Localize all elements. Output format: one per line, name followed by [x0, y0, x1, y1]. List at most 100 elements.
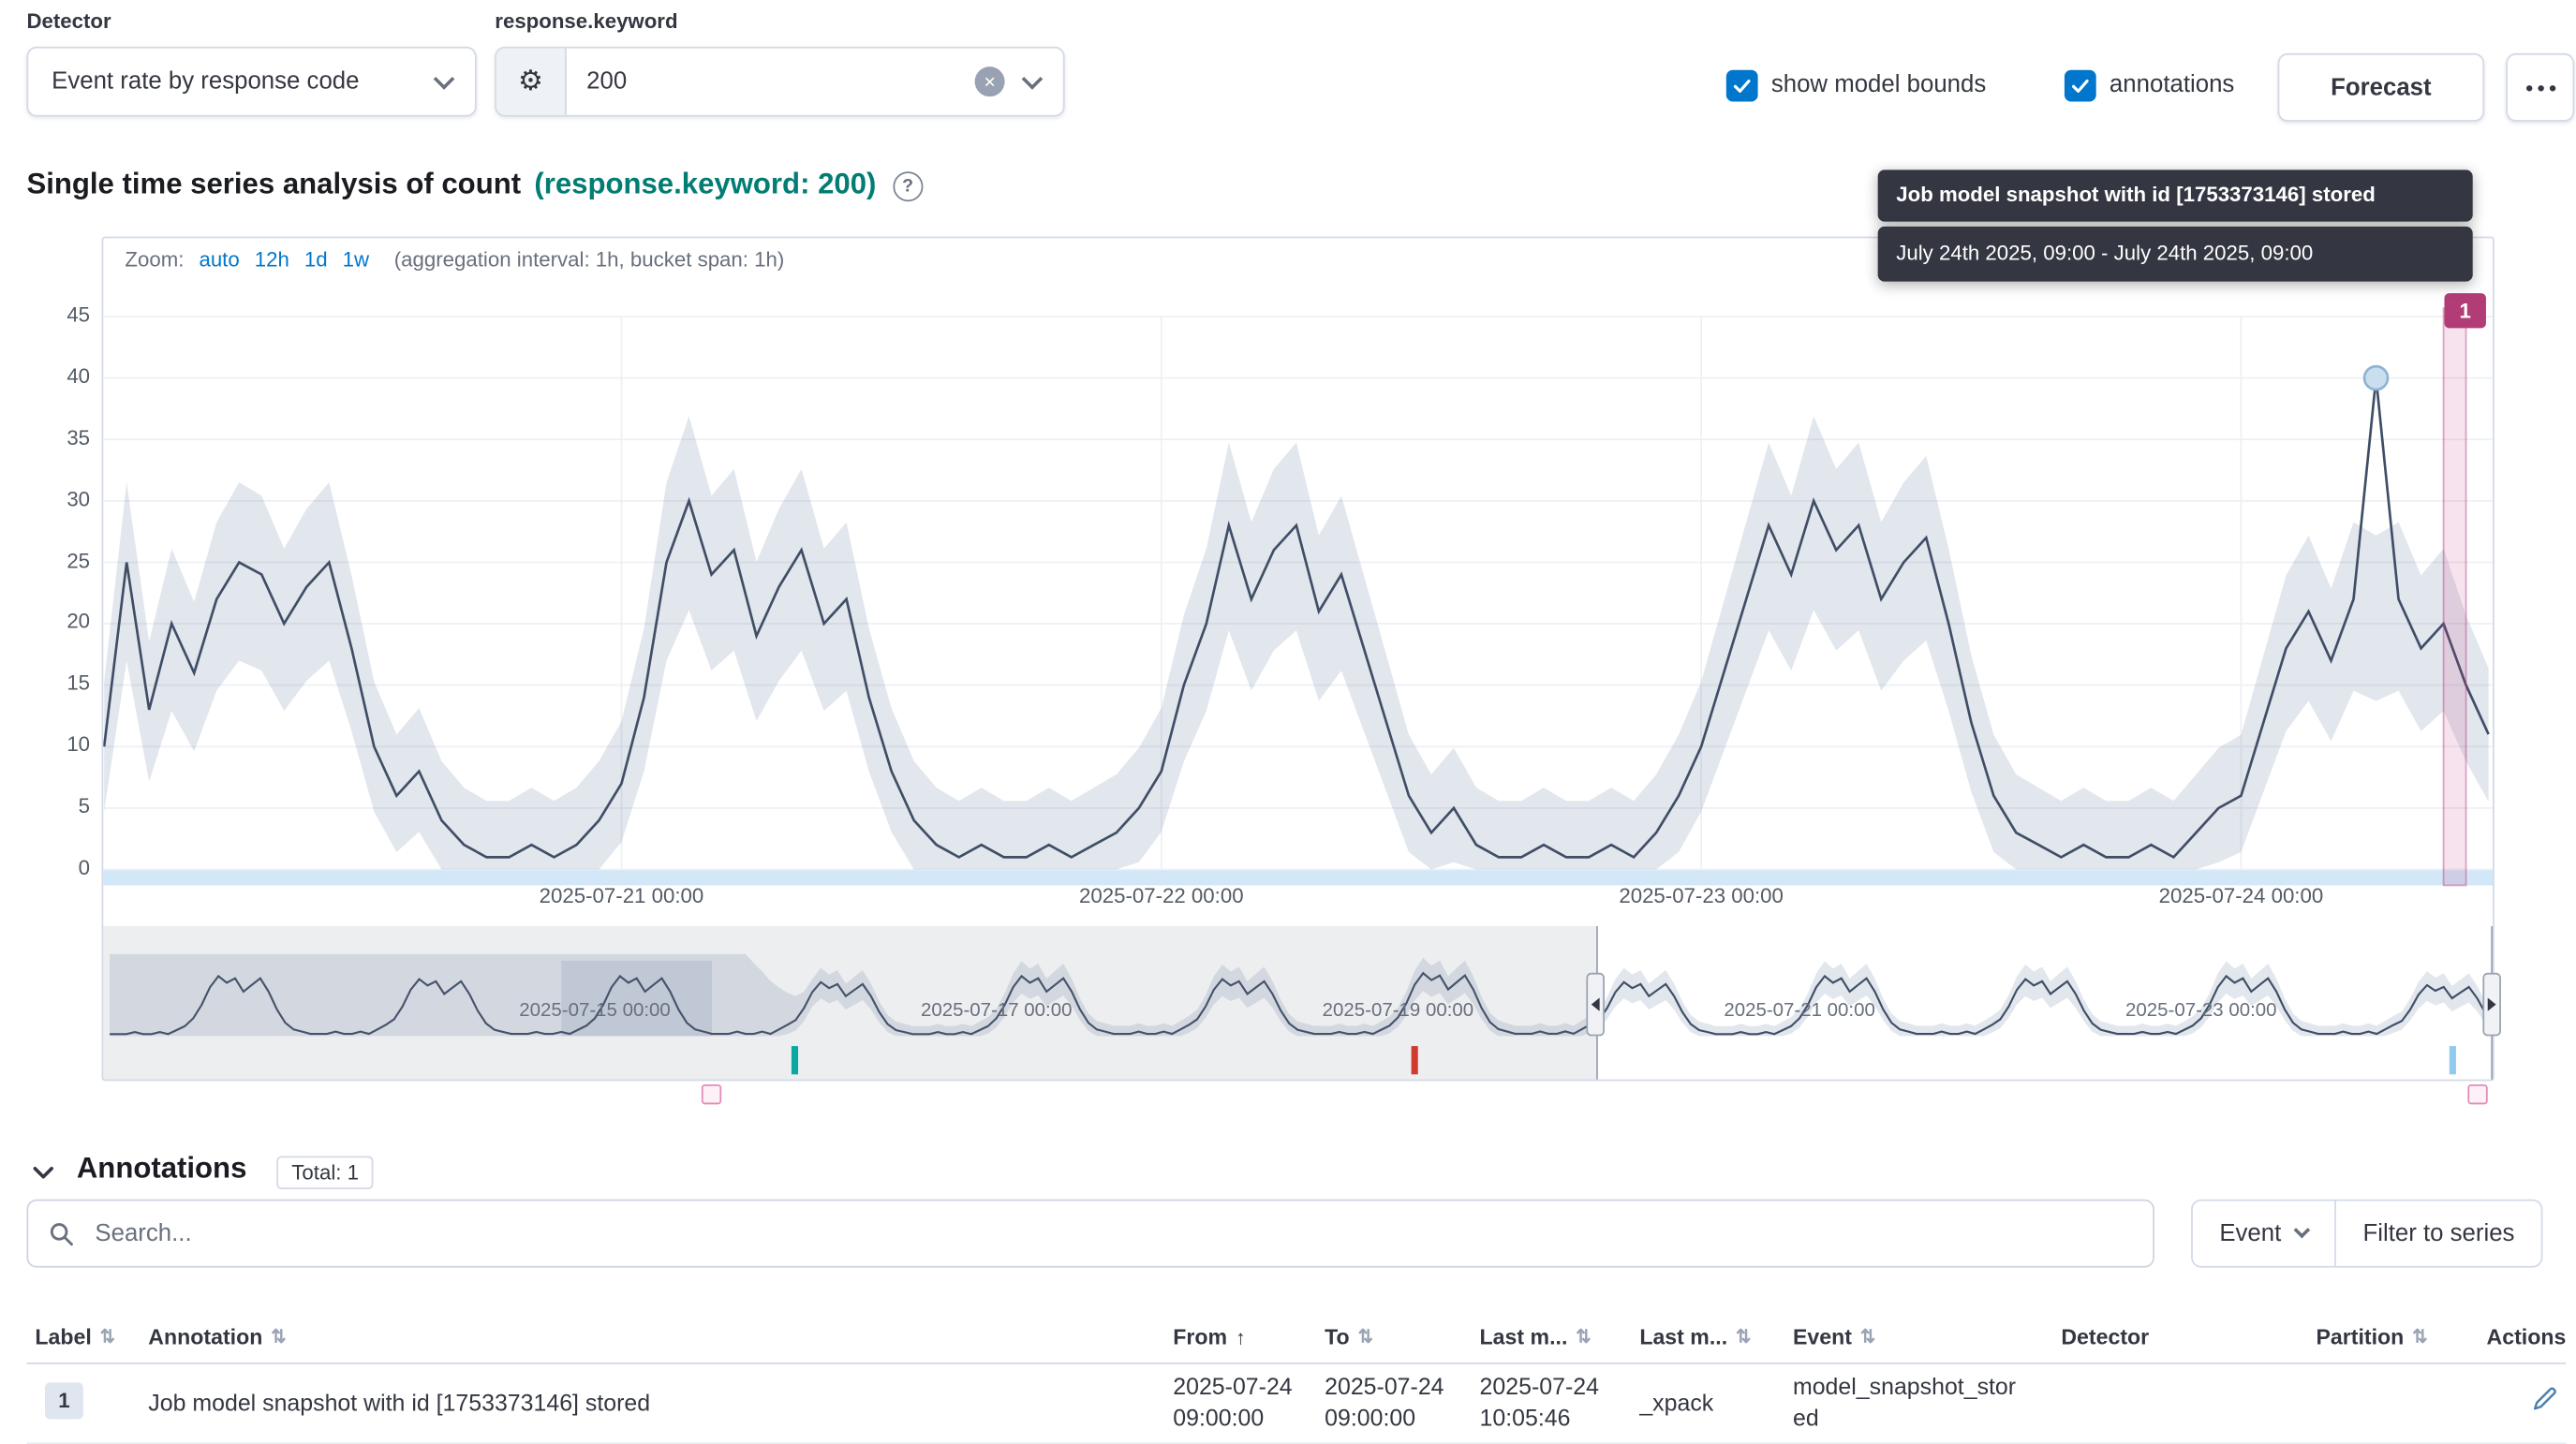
- last-modified-by-cell: _xpack: [1639, 1389, 1714, 1416]
- zoom-label: Zoom:: [125, 248, 185, 272]
- aggregation-info: (aggregation interval: 1h, bucket span: …: [393, 248, 785, 272]
- context-annotation-marker[interactable]: [1411, 1046, 1418, 1075]
- annotations-filter-group: Event Filter to series: [2191, 1199, 2543, 1268]
- ellipsis-icon: [2525, 84, 2555, 91]
- filter-to-series-label: Filter to series: [2362, 1219, 2515, 1247]
- column-header-last-modified[interactable]: Last m... ⇅: [1479, 1324, 1591, 1349]
- brush-handle-left[interactable]: [1586, 972, 1605, 1037]
- y-axis-label: 0: [78, 856, 91, 880]
- chevron-down-icon: [1021, 67, 1044, 89]
- y-axis-label: 35: [67, 426, 91, 450]
- zoom-1d-link[interactable]: 1d: [303, 248, 328, 272]
- help-icon[interactable]: ?: [893, 170, 924, 201]
- chart-tooltip: Job model snapshot with id [1753373146] …: [1877, 169, 2473, 282]
- annotations-checkbox[interactable]: [2064, 69, 2096, 102]
- filter-to-series-button[interactable]: Filter to series: [2334, 1201, 2541, 1266]
- zoom-12h-link[interactable]: 12h: [254, 248, 289, 272]
- edit-annotation-button[interactable]: [2531, 1384, 2559, 1421]
- annotation-square-marker[interactable]: [701, 1083, 722, 1105]
- context-axis-label: 2025-07-17 00:00: [920, 1001, 1073, 1022]
- column-header-last-modified-by[interactable]: Last m... ⇅: [1639, 1324, 1752, 1349]
- annotation-square-marker[interactable]: [2467, 1083, 2488, 1105]
- chevron-down-icon: [2293, 1221, 2311, 1239]
- search-input[interactable]: [91, 1218, 2133, 1249]
- context-axis-label: 2025-07-21 00:00: [1724, 1001, 1875, 1022]
- column-header-partition[interactable]: Partition ⇅: [2316, 1324, 2428, 1349]
- entity-value: 200: [586, 67, 628, 96]
- sort-icon: ⇅: [2412, 1327, 2428, 1348]
- gear-icon: ⚙: [517, 65, 544, 97]
- y-axis-label: 25: [67, 549, 91, 573]
- event-filter-button[interactable]: Event: [2193, 1201, 2334, 1266]
- checkmark-icon: [2071, 79, 2089, 93]
- page-title-entity: (response.keyword: 200): [534, 166, 877, 200]
- y-axis-label: 45: [67, 302, 91, 327]
- tooltip-body: July 24th 2025, 09:00 - July 24th 2025, …: [1877, 226, 2473, 282]
- pencil-icon: [2533, 1387, 2556, 1410]
- clear-selection-icon[interactable]: ×: [974, 66, 1005, 97]
- context-annotation-marker[interactable]: [791, 1046, 799, 1075]
- search-icon: [50, 1222, 73, 1245]
- y-axis-label: 30: [67, 488, 91, 512]
- y-axis-label: 20: [67, 610, 91, 633]
- column-header-event[interactable]: Event ⇅: [1792, 1324, 1876, 1349]
- context-axis-label: 2025-07-15 00:00: [519, 1001, 671, 1022]
- annotation-label-badge: 1: [45, 1382, 83, 1420]
- column-header-annotation[interactable]: Annotation ⇅: [148, 1324, 287, 1349]
- column-header-label[interactable]: Label ⇅: [35, 1324, 116, 1349]
- arrow-right-icon: [2487, 997, 2496, 1011]
- detector-select[interactable]: Event rate by response code: [26, 46, 477, 117]
- table-header-divider: [26, 1363, 2567, 1364]
- chevron-down-icon: [33, 1167, 53, 1179]
- context-chart-brush[interactable]: [103, 926, 2495, 1080]
- context-axis-label: 2025-07-23 00:00: [2125, 1001, 2277, 1022]
- x-axis-label: 2025-07-23 00:00: [1619, 884, 1784, 908]
- x-axis-label: 2025-07-21 00:00: [539, 884, 704, 908]
- clear-x-glyph: ×: [984, 69, 996, 94]
- sort-icon: ⇅: [271, 1327, 287, 1348]
- annotations-search-bar: [26, 1199, 2154, 1268]
- show-model-bounds-checkbox[interactable]: [1725, 69, 1758, 102]
- from-cell: 2025-07-24 09:00:00: [1173, 1372, 1293, 1431]
- model-snapshot-marker[interactable]: [2362, 364, 2390, 391]
- annotations-collapse-button[interactable]: [30, 1159, 56, 1194]
- event-cell: model_snapshot_stored: [1792, 1372, 2017, 1431]
- annotations-checkbox-label[interactable]: annotations: [2109, 71, 2235, 98]
- column-header-from[interactable]: From ↑: [1173, 1324, 1246, 1349]
- last-modified-cell: 2025-07-24 10:05:46: [1479, 1372, 1599, 1431]
- context-axis-label: 2025-07-19 00:00: [1322, 1001, 1474, 1022]
- y-axis-label: 15: [67, 670, 91, 695]
- context-annotation-marker[interactable]: [2449, 1046, 2456, 1075]
- forecast-button[interactable]: Forecast: [2277, 52, 2485, 122]
- tooltip-title: Job model snapshot with id [1753373146] …: [1877, 169, 2473, 222]
- focus-chart-svg[interactable]: [102, 242, 2494, 891]
- context-bounds-band: [110, 953, 2495, 1037]
- show-model-bounds-label[interactable]: show model bounds: [1770, 71, 1987, 98]
- entity-combobox[interactable]: ⚙ 200 ×: [495, 46, 1065, 117]
- brush-unselected-overlay: [103, 926, 1597, 1080]
- column-header-detector: Detector: [2061, 1324, 2150, 1349]
- annotation-badge[interactable]: 1: [2444, 293, 2486, 329]
- zoom-1w-link[interactable]: 1w: [342, 248, 370, 272]
- brush-handle-right[interactable]: [2482, 972, 2501, 1037]
- arrow-left-icon: [1591, 997, 1600, 1011]
- page-title-row: Single time series analysis of count (re…: [26, 166, 924, 201]
- model-bounds-band: [104, 416, 2489, 870]
- focus-chart[interactable]: [102, 242, 2494, 891]
- sort-icon: ⇅: [1576, 1327, 1591, 1348]
- zoom-controls: Zoom: auto 12h 1d 1w (aggregation interv…: [125, 248, 784, 272]
- field-settings-button[interactable]: ⚙: [496, 48, 567, 115]
- zoom-auto-link[interactable]: auto: [199, 248, 240, 272]
- table-row-divider: [26, 1442, 2567, 1444]
- context-count-line: [110, 971, 2495, 1036]
- column-header-to[interactable]: To ⇅: [1325, 1324, 1373, 1349]
- sort-icon: ⇅: [1859, 1327, 1876, 1348]
- annotations-heading: Annotations: [76, 1151, 247, 1185]
- annotation-band[interactable]: [2442, 307, 2467, 887]
- count-line: [102, 377, 2490, 860]
- event-filter-label: Event: [2219, 1219, 2282, 1247]
- page-title: Single time series analysis of count: [26, 166, 522, 200]
- context-chart-svg[interactable]: [103, 926, 2495, 1080]
- more-options-button[interactable]: [2506, 52, 2575, 122]
